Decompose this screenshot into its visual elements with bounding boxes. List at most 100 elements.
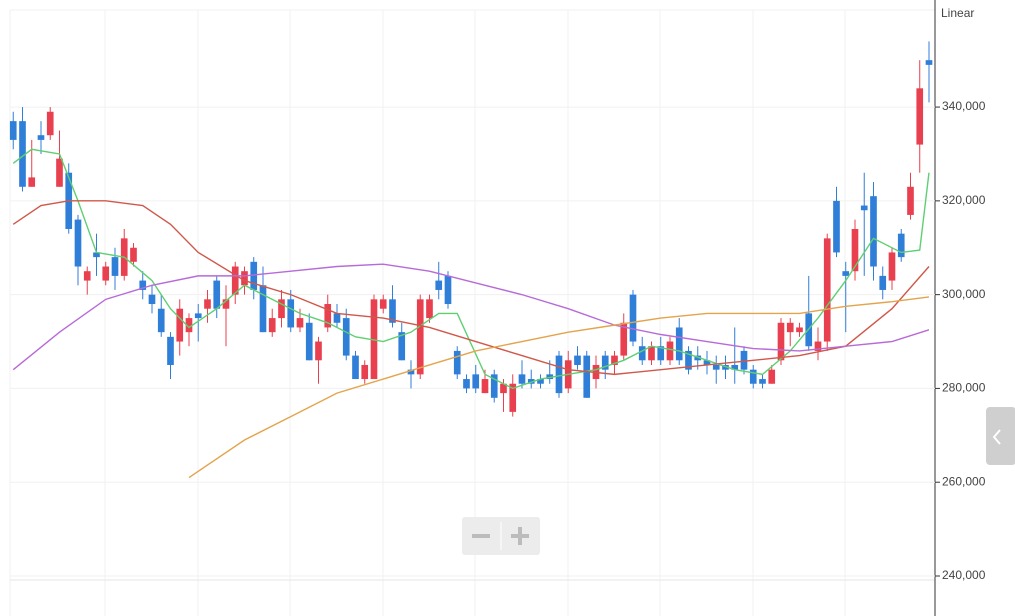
side-tab-box[interactable] <box>986 407 1015 465</box>
candle-body <box>333 313 341 323</box>
candle-body <box>509 383 517 412</box>
candle-body <box>879 275 887 290</box>
candle-body <box>426 299 433 319</box>
candle-body <box>537 379 544 384</box>
zoom-control[interactable] <box>462 517 540 555</box>
candle-body <box>490 374 498 398</box>
candle-body <box>342 318 350 356</box>
candle-body <box>851 228 859 272</box>
candle-body <box>842 271 850 276</box>
candle-body <box>583 355 591 398</box>
candle-body <box>694 355 702 361</box>
candle-body <box>111 257 119 276</box>
candle-body <box>870 196 877 267</box>
candle-body <box>888 252 896 281</box>
time-grid <box>9 9 935 616</box>
candle-body <box>278 299 285 319</box>
candle-body <box>657 346 665 361</box>
candle-body <box>629 294 637 342</box>
candle-body <box>361 364 369 380</box>
candle-body <box>213 280 221 309</box>
candle-body <box>481 379 489 394</box>
candle-body <box>777 322 785 361</box>
candle-body <box>860 205 868 211</box>
zoom-in-stem <box>518 527 522 545</box>
candle-body <box>315 341 322 361</box>
candle-body <box>925 60 933 65</box>
candle-body <box>407 369 415 375</box>
candle-body <box>833 200 840 253</box>
y-tick-label: 240,000 <box>942 568 986 582</box>
candle-body <box>527 379 535 384</box>
candle-body <box>148 294 156 305</box>
candle-body <box>453 350 461 375</box>
candle-body <box>130 247 137 262</box>
candle-body <box>305 322 313 361</box>
candle-body <box>241 271 248 286</box>
candle-body <box>444 275 452 305</box>
candle-body <box>500 383 507 394</box>
candle-body <box>768 369 776 384</box>
candle-body <box>463 379 470 389</box>
candle-body <box>250 261 258 290</box>
candle-body <box>324 304 332 328</box>
candle-body <box>620 322 628 356</box>
candle-body <box>389 299 396 323</box>
candle-body <box>823 238 831 342</box>
candle-body <box>666 341 674 361</box>
candle-body <box>139 280 147 290</box>
candle-body <box>546 374 554 380</box>
scale-label: Linear <box>941 6 974 20</box>
candle-body <box>157 308 165 333</box>
candle-body <box>19 121 26 187</box>
candle-body <box>296 318 304 328</box>
y-tick-label: 340,000 <box>942 99 986 113</box>
moving-average-line <box>188 296 930 479</box>
candle-body <box>398 332 406 361</box>
candle-body <box>231 266 239 295</box>
candle-body <box>167 336 174 365</box>
candle-body <box>638 346 646 361</box>
candle-body <box>611 355 618 365</box>
candle-body <box>102 266 110 281</box>
candle-body <box>703 360 711 365</box>
candle-body <box>28 177 36 187</box>
candle-body <box>907 186 914 215</box>
candle-body <box>675 327 683 361</box>
candle-body <box>601 355 609 370</box>
candle-body <box>185 318 193 333</box>
candle-body <box>574 355 581 365</box>
candle-body <box>287 299 295 328</box>
candle-body <box>416 299 424 375</box>
moving-average-line <box>12 263 930 371</box>
candle-body <box>897 233 905 258</box>
candle-body <box>435 280 443 290</box>
candle-body <box>518 374 526 384</box>
candle-body <box>74 219 82 267</box>
candle-body <box>56 158 63 187</box>
candle-body <box>268 318 276 333</box>
y-tick-label: 280,000 <box>942 381 986 395</box>
plot <box>9 41 935 577</box>
candle-body <box>712 364 720 370</box>
candle-body <box>379 299 387 309</box>
candle-body <box>722 364 729 370</box>
candle-body <box>194 313 202 319</box>
candle-body <box>648 346 655 361</box>
candle-body <box>370 299 378 380</box>
candle-body <box>786 322 794 333</box>
candle-body <box>37 135 45 140</box>
candle-body <box>740 350 748 370</box>
candle-body <box>176 308 184 342</box>
zoom-out[interactable] <box>472 534 490 538</box>
candle-body <box>83 271 91 281</box>
candle-body <box>222 299 230 309</box>
candle-body <box>685 350 692 370</box>
candle-body <box>555 355 563 394</box>
side-tab[interactable] <box>986 407 1015 465</box>
y-tick-label: 300,000 <box>942 287 986 301</box>
candle-body <box>472 374 480 389</box>
candle-body <box>46 111 54 136</box>
candle-body <box>749 369 757 384</box>
candle-body <box>731 364 739 370</box>
